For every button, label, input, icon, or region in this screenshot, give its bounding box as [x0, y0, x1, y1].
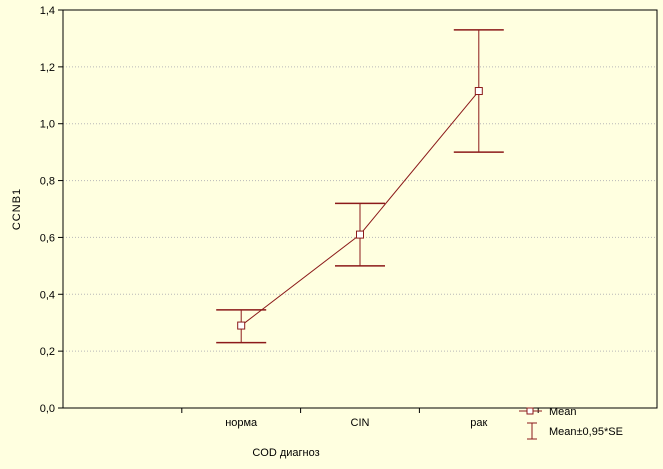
mean-point: [474, 87, 483, 96]
legend-mean-label: Mean: [549, 406, 577, 418]
y-tick-label: 0,8: [40, 176, 55, 188]
x-tick-label: рак: [470, 417, 487, 429]
y-tick-label: 1,2: [40, 62, 55, 74]
legend: Mean Mean±0,95*SE: [519, 406, 623, 440]
series-mean: [216, 29, 504, 344]
legend-entry-error: Mean±0,95*SE: [527, 422, 623, 440]
plot-frame: [62, 9, 658, 409]
y-tick-label: 1,4: [40, 5, 55, 17]
y-tick-label: 1,0: [40, 119, 55, 131]
legend-error-label: Mean±0,95*SE: [549, 426, 623, 438]
x-tick-label: норма: [225, 417, 258, 429]
y-tick-label: 0,2: [40, 346, 55, 358]
y-axis-label: CCNB1: [11, 188, 23, 230]
y-tick-label: 0,6: [40, 232, 55, 244]
legend-entry-mean: Mean: [519, 406, 577, 418]
x-tick-label: CIN: [351, 417, 370, 429]
mean-point: [356, 230, 364, 239]
y-tick-label: 0,4: [40, 289, 55, 301]
y-tick-label: 0,0: [40, 403, 55, 415]
y-axis-ticks: 0,0 0,2 0,4 0,6 0,8 1,0 1,2 1,4: [40, 5, 63, 415]
mean-point: [237, 321, 246, 330]
x-axis-ticks: норма CIN рак: [181, 408, 539, 429]
legend-mean-marker: [526, 407, 534, 415]
x-axis-label: COD диагноз: [252, 447, 319, 459]
